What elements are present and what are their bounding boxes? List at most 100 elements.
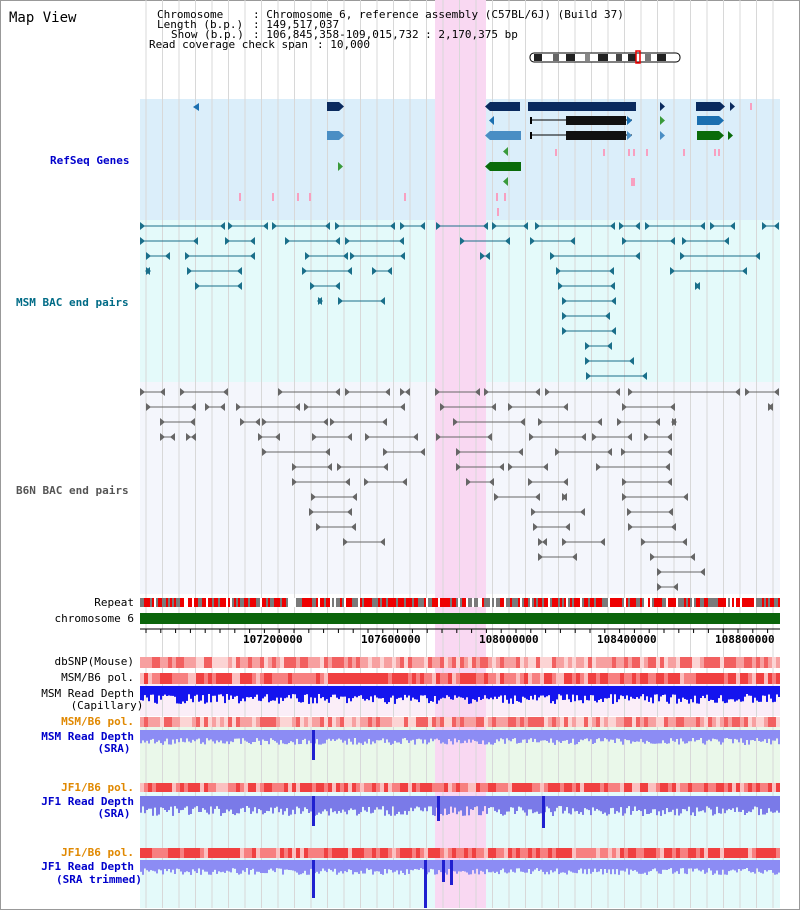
- depth-bar: [758, 860, 760, 872]
- depth-bar: [268, 796, 270, 812]
- heat-cell: [260, 783, 264, 792]
- bac-end-marker: [304, 403, 309, 411]
- bac-end-marker: [627, 508, 632, 516]
- depth-bar: [644, 686, 646, 701]
- depth-bar: [290, 796, 292, 815]
- refseq-label[interactable]: RefSeq Genes: [50, 154, 130, 167]
- depth-bar: [654, 730, 656, 744]
- heat-cell: [352, 717, 356, 727]
- repeat-mark: [688, 598, 690, 607]
- heat-cell: [664, 783, 668, 792]
- depth-bar: [286, 730, 288, 745]
- repeat-mark: [492, 598, 494, 607]
- heat-cell: [532, 717, 536, 727]
- depth-bar: [494, 686, 496, 697]
- heat-cell: [708, 717, 712, 727]
- depth-bar: [214, 730, 216, 744]
- heat-cell: [144, 848, 148, 858]
- bac-end-marker: [629, 357, 634, 365]
- bac-end-marker: [160, 418, 165, 426]
- depth-bar: [354, 796, 356, 810]
- depth-bar: [770, 686, 772, 699]
- depth-bar: [400, 686, 402, 698]
- grid-lines: [145, 0, 774, 908]
- depth-bar: [410, 860, 412, 870]
- depth-bar: [578, 796, 580, 814]
- depth-bar: [662, 730, 664, 741]
- depth-spike: [542, 796, 545, 828]
- depth-bar: [296, 860, 298, 873]
- heat-cell: [520, 783, 524, 792]
- b6n-bac-label[interactable]: B6N BAC end pairs: [16, 484, 129, 497]
- depth-bar: [350, 730, 352, 742]
- heat-cell: [616, 848, 620, 858]
- heat-cell: [400, 783, 404, 792]
- depth-bar: [632, 686, 634, 699]
- depth-bar: [398, 686, 400, 698]
- heat-cell: [764, 848, 768, 858]
- heat-cell: [764, 657, 768, 668]
- heat-cell: [192, 717, 196, 727]
- heat-cell: [540, 673, 544, 684]
- bac-end-marker: [345, 237, 350, 245]
- heat-cell: [584, 848, 588, 858]
- heat-cell: [556, 848, 560, 858]
- repeat-mark: [218, 598, 220, 607]
- heat-cell: [244, 848, 248, 858]
- depth-bar: [286, 860, 288, 870]
- depth-bar: [268, 686, 270, 703]
- heat-cell: [640, 717, 644, 727]
- heat-cell: [324, 783, 328, 792]
- depth-bar: [542, 860, 544, 872]
- bac-end-marker: [436, 433, 441, 441]
- repeat-mark: [536, 598, 538, 607]
- depth-bar: [170, 730, 172, 745]
- bac-end-marker: [380, 538, 385, 546]
- msm-bac-label[interactable]: MSM BAC end pairs: [16, 296, 129, 309]
- depth-bar: [574, 686, 576, 702]
- heat-cell: [604, 783, 608, 792]
- repeat-mark: [464, 598, 466, 607]
- depth-bar: [660, 730, 662, 744]
- depth-bar: [742, 686, 744, 702]
- repeat-mark: [620, 598, 622, 607]
- depth-bar: [168, 730, 170, 745]
- depth-bar: [524, 730, 526, 740]
- bac-end-marker: [485, 252, 490, 260]
- depth-bar: [582, 860, 584, 874]
- heat-cell: [668, 657, 672, 668]
- heat-cell: [584, 657, 588, 668]
- repeat-mark: [238, 598, 240, 607]
- heat-cell: [576, 848, 580, 858]
- repeat-mark: [298, 598, 300, 607]
- repeat-mark: [152, 598, 154, 607]
- depth-bar: [592, 860, 594, 872]
- depth-bar: [588, 796, 590, 811]
- depth-bar: [578, 860, 580, 870]
- bac-end-marker: [205, 403, 210, 411]
- depth-bar: [416, 860, 418, 870]
- depth-bar: [662, 860, 664, 870]
- heat-cell: [508, 717, 512, 727]
- depth-bar: [740, 860, 742, 871]
- depth-bar: [612, 796, 614, 808]
- depth-bar: [452, 796, 454, 813]
- depth-bar: [154, 796, 156, 808]
- heat-cell: [272, 717, 276, 727]
- bac-end-marker: [609, 267, 614, 275]
- heat-cell: [728, 783, 732, 792]
- depth-bar: [694, 796, 696, 816]
- depth-bar: [244, 730, 246, 741]
- depth-bar: [638, 730, 640, 742]
- heat-cell: [600, 783, 604, 792]
- depth-bar: [606, 860, 608, 873]
- heat-cell: [232, 717, 236, 727]
- heat-cell: [300, 783, 304, 792]
- repeat-mark: [550, 598, 552, 607]
- heat-cell: [580, 717, 584, 727]
- repeat-mark: [300, 598, 302, 607]
- repeat-mark: [608, 598, 610, 607]
- depth-bar: [456, 730, 458, 743]
- heat-cell: [572, 783, 576, 792]
- depth-bar: [480, 730, 482, 744]
